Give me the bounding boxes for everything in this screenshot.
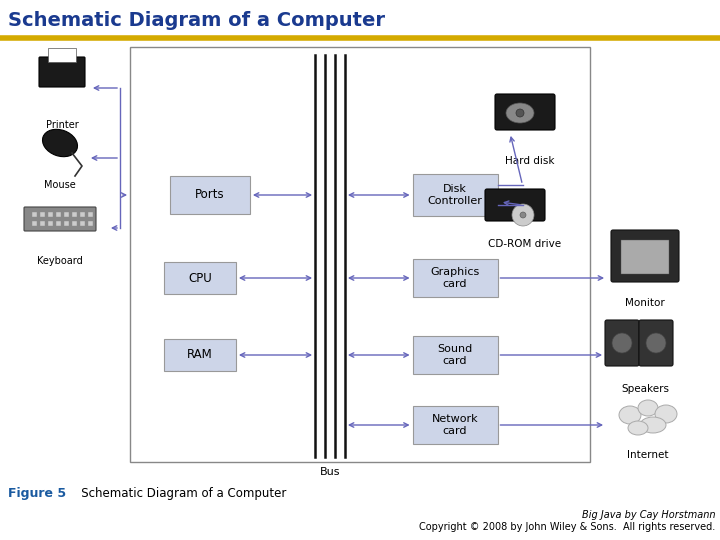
FancyBboxPatch shape [48, 48, 76, 62]
FancyBboxPatch shape [72, 221, 77, 226]
Text: CD-ROM drive: CD-ROM drive [488, 239, 562, 249]
FancyBboxPatch shape [40, 212, 45, 217]
FancyBboxPatch shape [32, 221, 37, 226]
FancyBboxPatch shape [56, 221, 61, 226]
FancyBboxPatch shape [88, 221, 93, 226]
Text: CPU: CPU [188, 272, 212, 285]
FancyBboxPatch shape [72, 212, 77, 217]
Text: Schematic Diagram of a Computer: Schematic Diagram of a Computer [8, 10, 385, 30]
FancyBboxPatch shape [32, 212, 37, 217]
FancyBboxPatch shape [40, 221, 45, 226]
Text: Graphics
card: Graphics card [431, 267, 480, 289]
Text: Ports: Ports [195, 188, 225, 201]
FancyBboxPatch shape [611, 230, 679, 282]
Circle shape [520, 212, 526, 218]
Text: Keyboard: Keyboard [37, 256, 83, 266]
Text: Sound
card: Sound card [437, 344, 472, 366]
FancyBboxPatch shape [64, 221, 69, 226]
FancyBboxPatch shape [48, 221, 53, 226]
Circle shape [612, 333, 632, 353]
FancyBboxPatch shape [605, 320, 639, 366]
Ellipse shape [628, 421, 648, 435]
FancyBboxPatch shape [413, 406, 498, 444]
Text: Copyright © 2008 by John Wiley & Sons.  All rights reserved.: Copyright © 2008 by John Wiley & Sons. A… [419, 522, 715, 532]
FancyBboxPatch shape [621, 240, 669, 274]
Ellipse shape [506, 103, 534, 123]
Text: Internet: Internet [627, 450, 669, 460]
FancyBboxPatch shape [639, 320, 673, 366]
Text: Speakers: Speakers [621, 384, 669, 394]
Text: Figure 5: Figure 5 [8, 487, 66, 500]
FancyBboxPatch shape [88, 212, 93, 217]
FancyBboxPatch shape [413, 259, 498, 297]
Circle shape [512, 204, 534, 226]
FancyBboxPatch shape [413, 336, 498, 374]
Ellipse shape [638, 400, 658, 416]
FancyBboxPatch shape [164, 262, 236, 294]
Text: Printer: Printer [45, 120, 78, 130]
Ellipse shape [619, 406, 641, 424]
FancyBboxPatch shape [485, 189, 545, 221]
FancyBboxPatch shape [24, 207, 96, 231]
Ellipse shape [42, 129, 78, 157]
FancyBboxPatch shape [164, 339, 236, 371]
FancyBboxPatch shape [64, 212, 69, 217]
FancyBboxPatch shape [56, 212, 61, 217]
FancyBboxPatch shape [413, 174, 498, 216]
Text: Hard disk: Hard disk [505, 156, 554, 166]
Text: Schematic Diagram of a Computer: Schematic Diagram of a Computer [70, 487, 287, 500]
Text: Big Java by Cay Horstmann: Big Java by Cay Horstmann [582, 510, 715, 520]
FancyBboxPatch shape [495, 94, 555, 130]
FancyBboxPatch shape [39, 57, 85, 87]
Text: Network
card: Network card [432, 414, 478, 436]
Text: RAM: RAM [187, 348, 213, 361]
Circle shape [646, 333, 666, 353]
Ellipse shape [640, 417, 666, 433]
Text: Bus: Bus [320, 467, 341, 477]
FancyBboxPatch shape [48, 212, 53, 217]
Text: Disk
Controller: Disk Controller [428, 184, 482, 206]
FancyBboxPatch shape [80, 212, 85, 217]
FancyBboxPatch shape [80, 221, 85, 226]
FancyBboxPatch shape [170, 176, 250, 214]
Text: Monitor: Monitor [625, 298, 665, 308]
Text: Mouse: Mouse [44, 180, 76, 190]
FancyBboxPatch shape [130, 47, 590, 462]
Ellipse shape [655, 405, 677, 423]
Circle shape [516, 109, 524, 117]
